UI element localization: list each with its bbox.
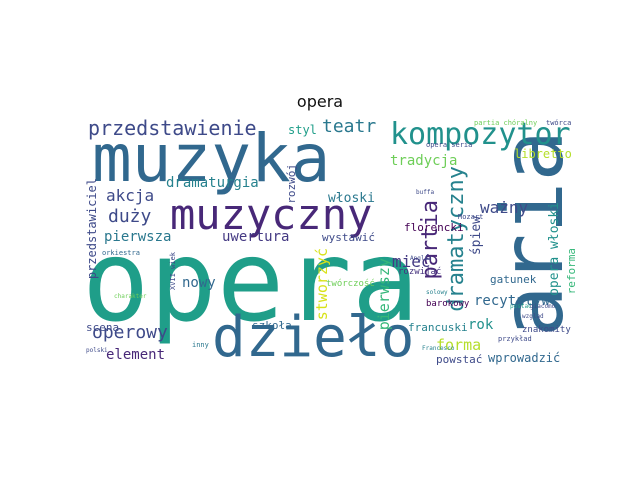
word-wazny: ważny [480,198,529,217]
word-anglia: Anglia [410,255,432,262]
word-wprowadzic: wprowadzić [488,351,561,365]
word-przyklad: przykład [498,335,532,343]
word-rozwoj: rozwój [285,164,298,204]
word-polski: polski [86,347,108,354]
chart-title: opera [296,92,344,111]
word-przedstawienie: przedstawienie [88,118,257,140]
word-wzglad: wzgląd [522,313,544,320]
word-mozart: Mozart [458,213,484,221]
word-tworca: twórca [546,119,572,127]
word-przedstawiciel: przedstawiciel [85,178,99,280]
word-akcja: akcja [106,186,155,205]
word-dramatyczny: dramatyczny [444,166,469,312]
word-dramaturgia: dramaturgia [166,175,259,191]
word-buffa: buffa [416,189,435,196]
word-cloud: opera muzyka aria dzieło muzyczny kompoz… [80,118,575,366]
word-muzyczny: muzyczny [170,190,373,239]
word-opera-wloski: opera włoski [547,202,562,296]
word-rozwijac: rozwijać [398,267,442,277]
word-recytatyw: recytatyw [474,293,550,309]
word-forma: forma [436,336,482,354]
word-teatr: teatr [322,118,377,137]
word-barokowy: barokowy [426,299,470,309]
word-uwertura: uwertura [222,229,290,245]
word-miec: mieć [392,252,431,271]
word-giacomo: giacomo [530,303,556,310]
word-element: element [106,347,166,363]
word-florencki: florencki [404,221,464,234]
word-libretto: libretto [514,147,572,161]
word-francesco: Francesco [422,345,455,352]
word-reforma: reforma [565,248,575,295]
word-charakter: charakter [114,293,147,300]
word-orkiestra: orkiestra [102,249,140,257]
word-xvii-wiek: XVII wiek [169,252,177,290]
word-styl: styl [288,123,317,137]
word-duzy: duży [108,206,152,227]
word-tradycja: tradycja [390,153,458,169]
word-nowy: nowy [182,275,216,291]
word-francuski: francuski [408,321,468,334]
word-postac: postać [510,303,532,310]
word-wystawic: wystawić [322,231,375,244]
word-operowy: operowy [92,322,168,343]
word-rok: rok [468,317,494,333]
word-gatunek: gatunek [490,273,537,286]
word-pierwszy: pierwszy [375,258,393,331]
word-tworczosc: twórczość [326,279,375,289]
word-inny: inny [192,341,209,349]
word-muzyka: muzyka [92,120,331,197]
word-partia-choralny: partia chóralny [474,119,538,127]
word-powstac: powstać [436,353,483,366]
word-pierwsza: pierwsza [104,229,172,245]
word-wloski: włoski [328,191,375,206]
word-solowy: solowy [426,289,448,296]
word-dzielo: dzieło [212,305,415,366]
word-opera-seria: opera seria [426,141,473,149]
word-kompozytor: kompozytor [390,118,571,152]
word-opera: opera [82,217,420,347]
word-szkola: szkoła [252,319,292,332]
word-scena: scena [86,321,120,334]
word-spiew: śpiew [469,216,484,256]
word-znakomity: znakomity [522,325,571,335]
